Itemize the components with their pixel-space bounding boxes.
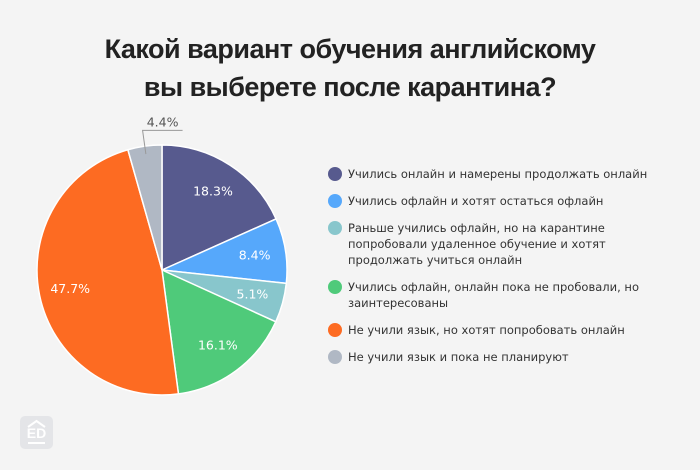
data-label: 16.1% <box>198 337 238 352</box>
legend-label: Не учили язык и пока не планируют <box>348 350 569 364</box>
data-label: 47.7% <box>50 281 90 296</box>
title-line: Какой вариант обучения английскому <box>104 34 596 64</box>
legend-item: Учились офлайн, онлайн пока не пробовали… <box>328 279 658 311</box>
pie-slice <box>161 144 278 272</box>
title-line: вы выберете после карантина? <box>143 72 557 102</box>
legend-item: Не учили язык, но хотят попробовать онла… <box>328 322 658 338</box>
legend-item: Раньше учились офлайн, но на карантине п… <box>328 220 658 268</box>
pie-slice <box>36 148 180 396</box>
legend-label: Раньше учились офлайн, но на карантине п… <box>348 221 606 267</box>
legend-swatch <box>328 350 342 364</box>
legend-swatch <box>328 221 342 235</box>
house-icon <box>27 419 46 444</box>
legend-item: Учились офлайн и хотят остаться офлайн <box>328 193 658 209</box>
pie-slice <box>161 268 277 395</box>
data-label: 5.1% <box>237 287 269 302</box>
legend-label: Не учили язык, но хотят попробовать онла… <box>348 323 625 337</box>
logo: ED <box>20 416 53 449</box>
data-label: 8.4% <box>239 247 271 262</box>
legend-swatch <box>328 323 342 337</box>
legend-label: Учились онлайн и намерены продолжать онл… <box>348 167 648 181</box>
legend-item: Учились онлайн и намерены продолжать онл… <box>328 166 658 182</box>
chart-title: Какой вариант обучения английскому вы вы… <box>0 30 700 106</box>
data-label: 18.3% <box>193 183 233 198</box>
legend-label: Учились офлайн, онлайн пока не пробовали… <box>348 280 639 310</box>
legend-item: Не учили язык и пока не планируют <box>328 349 658 365</box>
data-label: 4.4% <box>147 114 179 129</box>
legend-label: Учились офлайн и хотят остаться офлайн <box>348 194 604 208</box>
legend-swatch <box>328 167 342 181</box>
legend-swatch <box>328 280 342 294</box>
logo-text: ED <box>26 425 47 441</box>
legend-swatch <box>328 194 342 208</box>
legend: Учились онлайн и намерены продолжать онл… <box>328 166 658 376</box>
leader-line <box>141 129 183 155</box>
